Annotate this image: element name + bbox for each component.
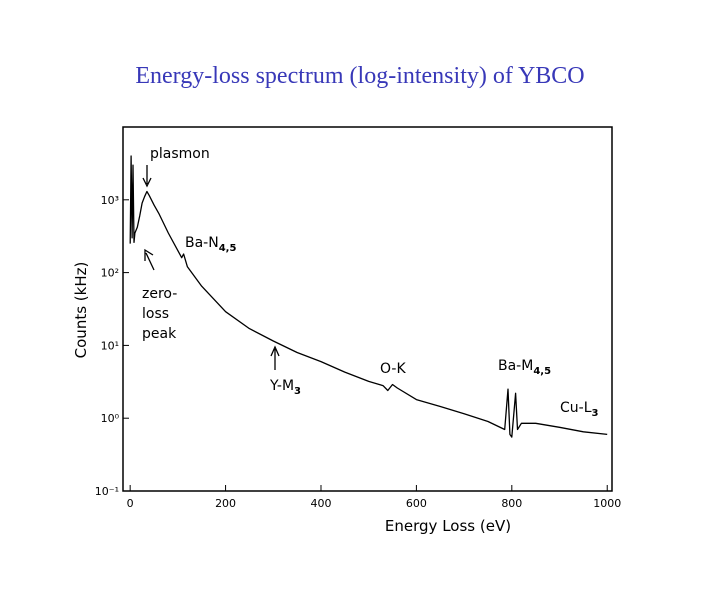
y-tick-label: 10² — [101, 267, 119, 280]
annotation: loss — [142, 306, 169, 322]
x-tick-label: 600 — [406, 497, 427, 510]
annotation: Ba-M4,5 — [498, 358, 551, 377]
annotation: peak — [142, 326, 177, 342]
annotation-sub: 3 — [294, 386, 301, 397]
arrows — [142, 165, 280, 370]
x-tick-label: 400 — [310, 497, 331, 510]
annotation: Ba-N4,5 — [185, 235, 236, 254]
annotation-sub: 3 — [592, 408, 599, 419]
x-tick-label: 0 — [127, 497, 134, 510]
y-tick-label: 10¹ — [101, 339, 119, 352]
spectrum-line — [129, 155, 608, 438]
annotation: Cu-L3 — [560, 400, 599, 419]
annotation: Y-M3 — [269, 378, 301, 397]
y-tick-label: 10⁻¹ — [95, 485, 119, 498]
annotation-sub: 4,5 — [219, 243, 237, 254]
x-tick-label: 1000 — [593, 497, 621, 510]
y-tick-label: 10⁰ — [101, 412, 120, 425]
annotation-text: plasmon — [150, 146, 210, 162]
x-axis-label: Energy Loss (eV) — [385, 517, 511, 535]
annotation-text: O-K — [380, 361, 406, 377]
annotation: plasmon — [150, 146, 210, 162]
y-tick-label: 10³ — [101, 194, 119, 207]
annotation-text: Ba-N — [185, 235, 219, 251]
annotation-text: Y-M — [269, 378, 294, 394]
y-axis-label: Counts (kHz) — [72, 262, 90, 359]
annotation: zero- — [142, 286, 177, 302]
chart-title: Energy-loss spectrum (log-intensity) of … — [135, 63, 584, 89]
x-tick-label: 800 — [501, 497, 522, 510]
x-tick-label: 200 — [215, 497, 236, 510]
annotation-text: Cu-L — [560, 400, 592, 416]
plot-frame — [122, 126, 613, 492]
annotation-sub: 4,5 — [533, 366, 551, 377]
annotation: O-K — [380, 361, 406, 377]
annotation-text: Ba-M — [498, 358, 533, 374]
